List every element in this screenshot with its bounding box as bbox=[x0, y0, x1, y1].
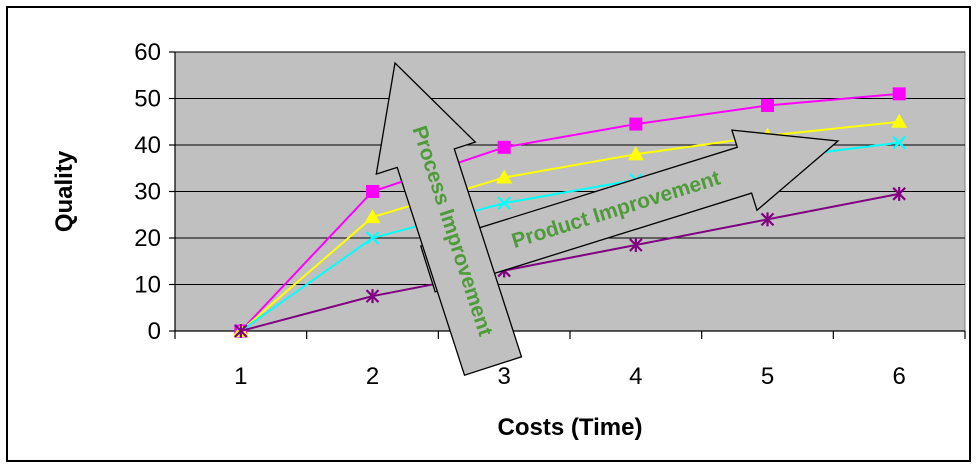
x-axis-title: Costs (Time) bbox=[498, 414, 643, 441]
data-point-marker bbox=[892, 87, 906, 101]
process-improvement-arrow bbox=[375, 61, 523, 377]
data-point-marker bbox=[234, 324, 248, 338]
data-point-marker bbox=[497, 196, 511, 210]
data-point-marker bbox=[761, 98, 774, 112]
data-point-marker bbox=[364, 209, 381, 224]
y-tick-label: 40 bbox=[134, 132, 161, 159]
y-tick-label: 10 bbox=[134, 272, 161, 299]
x-tick-label: 2 bbox=[366, 363, 379, 390]
data-series bbox=[234, 87, 906, 338]
series-line bbox=[240, 92, 900, 332]
data-point-marker bbox=[892, 186, 906, 201]
data-point-marker bbox=[627, 146, 644, 161]
data-point-marker bbox=[496, 169, 513, 184]
series-line bbox=[240, 192, 900, 332]
data-point-marker bbox=[366, 185, 379, 198]
data-point-marker bbox=[760, 212, 775, 227]
x-tick-label: 5 bbox=[761, 363, 774, 390]
data-point-marker bbox=[365, 289, 380, 304]
data-point-marker bbox=[629, 117, 643, 131]
data-point-marker bbox=[629, 237, 643, 252]
data-point-marker bbox=[891, 113, 908, 128]
data-point-marker bbox=[365, 231, 380, 245]
x-tick-label: 3 bbox=[497, 363, 510, 390]
x-tick-label: 1 bbox=[234, 363, 247, 390]
y-axis-title: Quality bbox=[51, 150, 78, 232]
data-point-marker bbox=[892, 135, 906, 150]
y-tick-label: 30 bbox=[134, 179, 161, 206]
y-tick-label: 20 bbox=[134, 225, 161, 252]
x-tick-label: 4 bbox=[629, 363, 642, 390]
y-tick-label: 50 bbox=[134, 86, 161, 113]
series-line bbox=[240, 120, 900, 332]
y-tick-label: 60 bbox=[134, 39, 161, 66]
y-tick-label: 0 bbox=[148, 318, 161, 345]
x-tick-label: 6 bbox=[892, 363, 905, 390]
data-point-marker bbox=[497, 140, 511, 154]
